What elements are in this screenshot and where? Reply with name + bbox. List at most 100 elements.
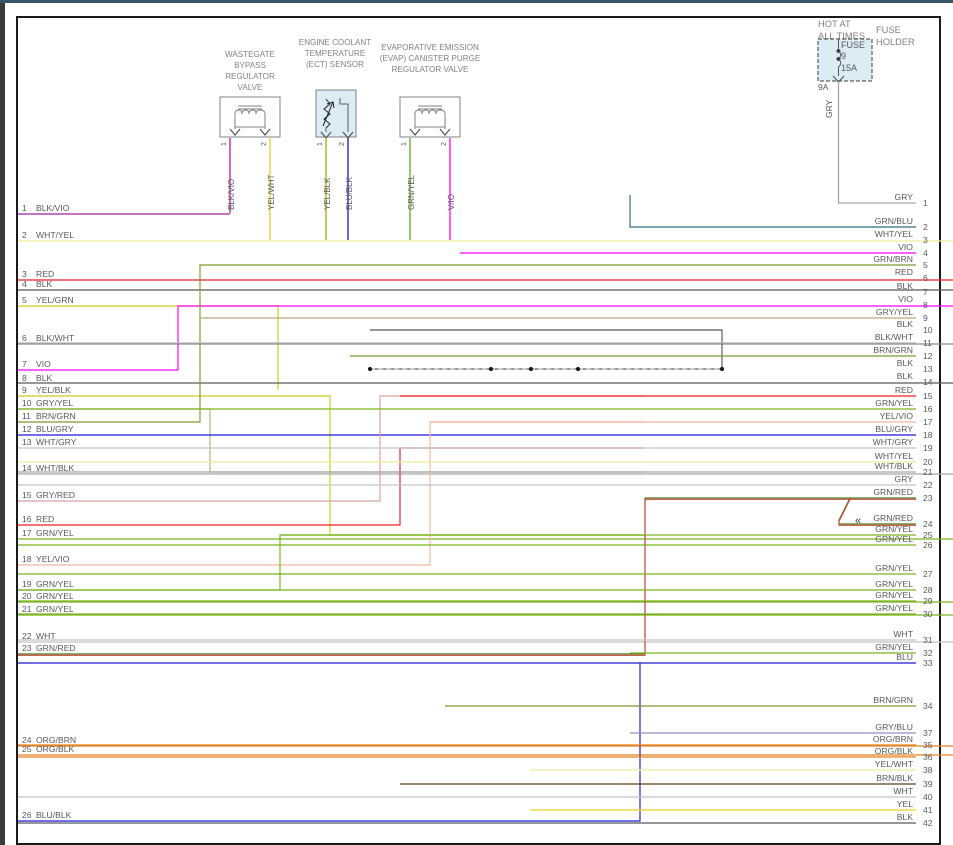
svg-text:23: 23 bbox=[923, 493, 933, 503]
svg-text:31: 31 bbox=[923, 635, 933, 645]
svg-text:YEL/WHT: YEL/WHT bbox=[267, 174, 276, 210]
svg-text:BLK/WHT: BLK/WHT bbox=[875, 332, 914, 342]
svg-text:BLU: BLU bbox=[896, 652, 913, 662]
svg-text:ORG/BRN: ORG/BRN bbox=[873, 734, 913, 744]
svg-text:2: 2 bbox=[923, 222, 928, 232]
svg-text:19: 19 bbox=[22, 579, 32, 589]
svg-text:6: 6 bbox=[923, 273, 928, 283]
svg-text:HOLDER: HOLDER bbox=[876, 37, 915, 47]
svg-text:GRY: GRY bbox=[824, 99, 834, 118]
svg-text:17: 17 bbox=[22, 528, 32, 538]
svg-text:15: 15 bbox=[923, 391, 933, 401]
svg-text:WHT: WHT bbox=[36, 631, 56, 641]
svg-text:1: 1 bbox=[923, 198, 928, 208]
svg-text:25: 25 bbox=[22, 744, 32, 754]
svg-text:YEL/BLK: YEL/BLK bbox=[323, 177, 332, 210]
svg-text:GRY: GRY bbox=[895, 474, 914, 484]
svg-text:FUSE: FUSE bbox=[876, 25, 901, 35]
svg-text:FUSE: FUSE bbox=[841, 40, 865, 50]
svg-text:22: 22 bbox=[923, 480, 933, 490]
svg-text:13: 13 bbox=[22, 437, 32, 447]
svg-text:1: 1 bbox=[317, 142, 324, 146]
svg-text:20: 20 bbox=[923, 457, 933, 467]
svg-text:WHT: WHT bbox=[893, 786, 913, 796]
svg-text:16: 16 bbox=[22, 514, 32, 524]
svg-text:BLK/VIO: BLK/VIO bbox=[36, 203, 70, 213]
svg-text:RED: RED bbox=[895, 385, 913, 395]
svg-text:12: 12 bbox=[923, 351, 933, 361]
svg-text:GRN/YEL: GRN/YEL bbox=[36, 604, 74, 614]
svg-text:BLK: BLK bbox=[897, 371, 914, 381]
svg-text:YEL/WHT: YEL/WHT bbox=[875, 759, 914, 769]
svg-text:YEL: YEL bbox=[897, 799, 913, 809]
svg-text:15A: 15A bbox=[841, 63, 857, 73]
svg-text:VIO: VIO bbox=[898, 294, 913, 304]
svg-text:«: « bbox=[855, 515, 861, 527]
svg-text:GRN/RED: GRN/RED bbox=[873, 513, 913, 523]
svg-text:1: 1 bbox=[22, 203, 27, 213]
svg-text:WHT: WHT bbox=[893, 629, 913, 639]
svg-text:3: 3 bbox=[923, 235, 928, 245]
svg-text:VALVE: VALVE bbox=[238, 83, 263, 92]
svg-text:YEL/GRN: YEL/GRN bbox=[36, 295, 74, 305]
svg-text:2: 2 bbox=[339, 142, 346, 146]
svg-text:EVAPORATIVE EMISSION: EVAPORATIVE EMISSION bbox=[381, 43, 479, 52]
svg-text:9A: 9A bbox=[818, 82, 829, 92]
svg-text:35: 35 bbox=[923, 740, 933, 750]
svg-text:BLK/WHT: BLK/WHT bbox=[36, 333, 75, 343]
svg-text:22: 22 bbox=[22, 631, 32, 641]
svg-text:9: 9 bbox=[22, 385, 27, 395]
svg-text:WHT/GRY: WHT/GRY bbox=[36, 437, 77, 447]
svg-text:3: 3 bbox=[22, 269, 27, 279]
svg-text:(EVAP) CANISTER PURGE: (EVAP) CANISTER PURGE bbox=[380, 54, 481, 63]
svg-text:7: 7 bbox=[22, 359, 27, 369]
svg-text:8: 8 bbox=[22, 373, 27, 383]
svg-text:BRN/GRN: BRN/GRN bbox=[873, 695, 913, 705]
svg-text:26: 26 bbox=[22, 810, 32, 820]
svg-text:10: 10 bbox=[22, 398, 32, 408]
svg-text:BRN/GRN: BRN/GRN bbox=[873, 345, 913, 355]
svg-text:41: 41 bbox=[923, 805, 933, 815]
svg-text:11: 11 bbox=[22, 411, 31, 421]
svg-text:36: 36 bbox=[923, 752, 933, 762]
svg-text:42: 42 bbox=[923, 818, 933, 828]
svg-text:GRN/YEL: GRN/YEL bbox=[407, 174, 416, 210]
svg-text:32: 32 bbox=[923, 648, 933, 658]
svg-text:1: 1 bbox=[221, 142, 228, 146]
svg-text:9: 9 bbox=[841, 51, 846, 61]
svg-text:BLK/VIO: BLK/VIO bbox=[227, 179, 236, 210]
svg-text:WHT/YEL: WHT/YEL bbox=[36, 230, 74, 240]
svg-text:9: 9 bbox=[923, 313, 928, 323]
svg-text:GRY/RED: GRY/RED bbox=[36, 490, 75, 500]
svg-text:WHT/YEL: WHT/YEL bbox=[875, 451, 913, 461]
svg-text:BLU/GRY: BLU/GRY bbox=[36, 424, 74, 434]
svg-text:ORG/BLK: ORG/BLK bbox=[36, 744, 74, 754]
svg-text:BLU/GRY: BLU/GRY bbox=[875, 424, 913, 434]
svg-text:29: 29 bbox=[923, 596, 933, 606]
svg-text:2: 2 bbox=[441, 142, 448, 146]
svg-text:BLK: BLK bbox=[36, 373, 53, 383]
svg-text:GRN/YEL: GRN/YEL bbox=[36, 579, 74, 589]
svg-text:38: 38 bbox=[923, 765, 933, 775]
svg-text:GRN/RED: GRN/RED bbox=[36, 643, 76, 653]
svg-text:BYPASS: BYPASS bbox=[234, 61, 266, 70]
svg-text:BLK: BLK bbox=[36, 279, 53, 289]
svg-text:ORG/BLK: ORG/BLK bbox=[875, 746, 913, 756]
svg-text:GRN/YEL: GRN/YEL bbox=[875, 579, 913, 589]
svg-text:GRN/YEL: GRN/YEL bbox=[875, 534, 913, 544]
svg-text:GRN/YEL: GRN/YEL bbox=[875, 590, 913, 600]
svg-text:BLK: BLK bbox=[897, 281, 914, 291]
svg-text:YEL/BLK: YEL/BLK bbox=[36, 385, 71, 395]
svg-text:BLU/BLK: BLU/BLK bbox=[36, 810, 72, 820]
svg-text:YEL/VIO: YEL/VIO bbox=[36, 554, 70, 564]
svg-text:21: 21 bbox=[923, 467, 933, 477]
svg-text:7: 7 bbox=[923, 287, 928, 297]
svg-text:GRN/YEL: GRN/YEL bbox=[875, 524, 913, 534]
svg-text:GRN/YEL: GRN/YEL bbox=[875, 603, 913, 613]
svg-text:WHT/BLK: WHT/BLK bbox=[36, 463, 74, 473]
svg-text:V/IO: V/IO bbox=[447, 194, 456, 210]
svg-text:BRN/GRN: BRN/GRN bbox=[36, 411, 76, 421]
svg-text:14: 14 bbox=[923, 377, 933, 387]
svg-text:26: 26 bbox=[923, 540, 933, 550]
svg-text:GRN/YEL: GRN/YEL bbox=[875, 563, 913, 573]
